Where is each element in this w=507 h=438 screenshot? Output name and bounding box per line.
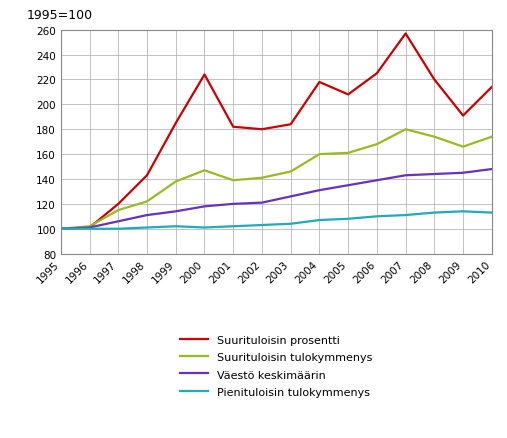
Suurituloisin tulokymmenys [403, 127, 409, 133]
Suurituloisin prosentti [345, 92, 351, 98]
Pienituloisin tulokymmenys [345, 217, 351, 222]
Line: Väestö keskimäärin: Väestö keskimäärin [61, 170, 492, 229]
Suurituloisin prosentti [201, 73, 207, 78]
Väestö keskimäärin [58, 226, 64, 232]
Suurituloisin tulokymmenys [144, 199, 150, 205]
Pienituloisin tulokymmenys [374, 214, 380, 219]
Line: Suurituloisin prosentti: Suurituloisin prosentti [61, 34, 492, 229]
Pienituloisin tulokymmenys [460, 209, 466, 215]
Suurituloisin prosentti [259, 127, 265, 133]
Suurituloisin prosentti [144, 173, 150, 179]
Väestö keskimäärin [259, 201, 265, 206]
Pienituloisin tulokymmenys [316, 218, 322, 223]
Suurituloisin tulokymmenys [173, 180, 179, 185]
Line: Suurituloisin tulokymmenys: Suurituloisin tulokymmenys [61, 130, 492, 229]
Suurituloisin tulokymmenys [87, 224, 93, 230]
Suurituloisin tulokymmenys [316, 152, 322, 157]
Suurituloisin prosentti [173, 121, 179, 126]
Väestö keskimäärin [287, 194, 294, 200]
Pienituloisin tulokymmenys [115, 226, 121, 232]
Suurituloisin prosentti [374, 71, 380, 77]
Pienituloisin tulokymmenys [489, 210, 495, 215]
Suurituloisin prosentti [316, 80, 322, 85]
Suurituloisin tulokymmenys [374, 142, 380, 148]
Väestö keskimäärin [345, 183, 351, 188]
Pienituloisin tulokymmenys [201, 225, 207, 230]
Suurituloisin prosentti [115, 202, 121, 207]
Väestö keskimäärin [460, 171, 466, 176]
Suurituloisin tulokymmenys [345, 151, 351, 156]
Suurituloisin tulokymmenys [431, 135, 438, 140]
Väestö keskimäärin [374, 178, 380, 184]
Pienituloisin tulokymmenys [403, 213, 409, 218]
Suurituloisin tulokymmenys [230, 178, 236, 184]
Suurituloisin prosentti [403, 32, 409, 37]
Suurituloisin tulokymmenys [460, 145, 466, 150]
Suurituloisin tulokymmenys [287, 170, 294, 175]
Suurituloisin prosentti [460, 113, 466, 119]
Legend: Suurituloisin prosentti, Suurituloisin tulokymmenys, Väestö keskimäärin, Pienitu: Suurituloisin prosentti, Suurituloisin t… [177, 331, 376, 401]
Suurituloisin prosentti [489, 85, 495, 90]
Suurituloisin prosentti [230, 125, 236, 130]
Suurituloisin tulokymmenys [58, 226, 64, 232]
Suurituloisin prosentti [431, 78, 438, 83]
Väestö keskimäärin [144, 213, 150, 218]
Pienituloisin tulokymmenys [87, 226, 93, 232]
Pienituloisin tulokymmenys [431, 210, 438, 215]
Pienituloisin tulokymmenys [230, 224, 236, 230]
Pienituloisin tulokymmenys [259, 223, 265, 228]
Suurituloisin tulokymmenys [259, 176, 265, 181]
Pienituloisin tulokymmenys [173, 224, 179, 230]
Väestö keskimäärin [115, 219, 121, 224]
Väestö keskimäärin [87, 225, 93, 230]
Text: 1995=100: 1995=100 [26, 9, 92, 22]
Väestö keskimäärin [201, 204, 207, 209]
Suurituloisin tulokymmenys [201, 168, 207, 173]
Väestö keskimäärin [431, 172, 438, 177]
Suurituloisin tulokymmenys [489, 135, 495, 140]
Pienituloisin tulokymmenys [144, 225, 150, 230]
Suurituloisin prosentti [58, 226, 64, 232]
Väestö keskimäärin [316, 188, 322, 193]
Suurituloisin prosentti [87, 225, 93, 230]
Suurituloisin tulokymmenys [115, 208, 121, 213]
Pienituloisin tulokymmenys [287, 222, 294, 227]
Väestö keskimäärin [403, 173, 409, 179]
Suurituloisin prosentti [287, 122, 294, 127]
Väestö keskimäärin [230, 202, 236, 207]
Line: Pienituloisin tulokymmenys: Pienituloisin tulokymmenys [61, 212, 492, 229]
Väestö keskimäärin [489, 167, 495, 172]
Väestö keskimäärin [173, 209, 179, 215]
Pienituloisin tulokymmenys [58, 226, 64, 232]
